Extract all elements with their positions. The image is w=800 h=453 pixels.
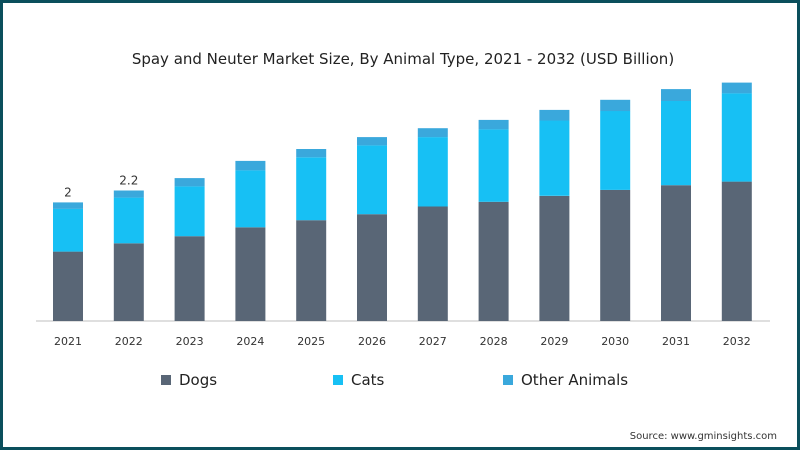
data-label-2022: 2.2	[119, 174, 138, 188]
x-tick-label-2031: 2031	[662, 335, 690, 348]
bar-other-animals-2028	[478, 119, 509, 130]
bar-other-animals-2027	[417, 128, 448, 138]
bar-dogs-2026	[357, 214, 387, 321]
bar-cats-2029	[539, 120, 570, 196]
chart-title: Spay and Neuter Market Size, By Animal T…	[131, 50, 675, 68]
legend-label-dogs: Dogs	[179, 371, 218, 389]
bar-cats-2027	[417, 137, 448, 207]
source-note: Source: www.gminsights.com	[629, 431, 777, 442]
bar-dogs-2028	[478, 201, 509, 321]
legend-swatch-other-animals	[503, 375, 513, 385]
legend-item-other-animals: Other Animals	[503, 371, 628, 389]
bar-dogs-2029	[539, 195, 570, 321]
legend-swatch-cats	[333, 375, 343, 385]
bar-other-animals-2026	[357, 137, 387, 146]
legend-item-dogs: Dogs	[161, 371, 217, 389]
bar-dogs-2021	[53, 251, 83, 321]
bar-other-animals-2029	[539, 109, 570, 121]
data-label-2021: 2	[64, 185, 72, 199]
bar-other-animals-2030	[600, 99, 631, 112]
legend-label-cats: Cats	[351, 371, 385, 389]
chart-legend: Dogs Cats Other Animals	[3, 371, 800, 393]
bar-other-animals-2032	[721, 82, 752, 94]
bar-cats-2026	[357, 145, 387, 215]
x-tick-label-2025: 2025	[297, 335, 325, 348]
legend-swatch-dogs	[161, 375, 171, 385]
bar-cats-2023	[174, 186, 205, 237]
bar-cats-2032	[721, 93, 752, 182]
bar-dogs-2027	[417, 206, 448, 321]
legend-item-cats: Cats	[333, 371, 384, 389]
bar-dogs-2024	[235, 227, 266, 321]
bar-dogs-2032	[721, 181, 752, 321]
bar-cats-2030	[600, 111, 631, 190]
bar-cats-2022	[113, 197, 144, 244]
bar-cats-2025	[296, 157, 327, 221]
x-tick-label-2028: 2028	[480, 335, 508, 348]
bar-cats-2021	[53, 208, 83, 252]
x-tick-label-2029: 2029	[540, 335, 568, 348]
bar-other-animals-2031	[661, 89, 691, 101]
x-tick-label-2022: 2022	[115, 335, 143, 348]
x-tick-label-2024: 2024	[236, 335, 264, 348]
bar-dogs-2031	[661, 185, 691, 321]
x-tick-label-2032: 2032	[723, 335, 751, 348]
chart-plot: 2021 2 2022 2.2 2023 2024 2025 2026 2027 2028 2029…	[36, 82, 770, 348]
bar-dogs-2025	[296, 220, 327, 321]
bar-other-animals-2024	[235, 160, 266, 171]
x-tick-label-2030: 2030	[601, 335, 629, 348]
bar-cats-2028	[478, 129, 509, 202]
bar-dogs-2022	[113, 243, 144, 321]
x-tick-label-2023: 2023	[176, 335, 204, 348]
bar-dogs-2023	[174, 236, 205, 321]
bar-cats-2031	[661, 101, 691, 186]
bar-other-animals-2021	[53, 202, 83, 209]
bar-other-animals-2023	[174, 178, 205, 187]
bar-other-animals-2022	[113, 190, 144, 198]
legend-label-other-animals: Other Animals	[521, 371, 629, 389]
x-tick-label-2021: 2021	[54, 335, 82, 348]
x-tick-label-2026: 2026	[358, 335, 386, 348]
x-tick-label-2027: 2027	[419, 335, 447, 348]
bar-other-animals-2025	[296, 149, 327, 158]
bar-cats-2024	[235, 170, 266, 228]
bar-dogs-2030	[600, 189, 631, 321]
